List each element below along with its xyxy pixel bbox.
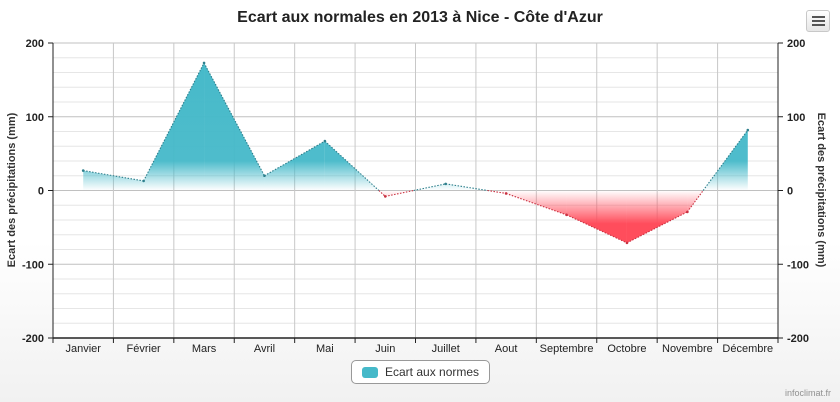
data-point [81,169,85,172]
series-line [324,140,380,191]
series-line [378,190,386,197]
data-point [323,139,327,143]
x-tick-label: Septembre [540,343,594,355]
data-point [625,241,629,245]
x-tick-label: Aout [495,343,518,355]
series-line [626,211,688,244]
negative-area [687,190,704,212]
y-tick-label-left: 200 [26,38,44,50]
data-point [202,61,206,65]
data-point [142,179,145,183]
x-tick-label: Juillet [432,343,460,355]
y-tick-label-right: 200 [787,38,805,50]
negative-area [487,190,507,194]
series-line [445,183,488,192]
y-tick-label-right: 100 [787,112,805,124]
data-point [263,174,266,178]
y-tick-label-right: -200 [787,333,809,345]
data-point [444,182,448,186]
data-point [504,192,508,195]
series-line [686,190,704,213]
data-point [686,210,689,214]
positive-area [445,183,488,191]
y-tick-label-left: 100 [26,112,44,124]
hamburger-menu-icon[interactable] [806,10,830,32]
data-point [383,195,387,198]
y-tick-label-left: -200 [22,333,44,345]
x-tick-label: Novembre [662,343,713,355]
negative-area [626,190,688,243]
data-point [746,128,750,132]
positive-area [143,62,205,191]
positive-area [83,170,144,191]
data-point [565,213,568,217]
x-tick-label: Février [127,343,162,355]
x-tick-label: Octobre [607,343,646,355]
negative-area [566,190,627,243]
positive-area [264,141,325,191]
x-tick-label: Mai [316,343,334,355]
series-line [566,214,628,244]
legend-swatch [362,366,378,378]
series-line [143,62,205,182]
y-tick-label-right: -100 [787,259,809,271]
positive-area [204,62,265,191]
positive-area [703,130,748,191]
x-tick-label: Janvier [65,343,101,355]
x-tick-label: Décembre [722,343,773,355]
y-tick-label-left: -100 [22,259,44,271]
y-axis-title-right: Ecart des précipitations (mm) [815,112,827,268]
series-line [264,140,326,177]
y-tick-label-right: 0 [787,186,793,198]
y-tick-label-left: 0 [38,186,44,198]
series-line [702,129,749,191]
legend[interactable]: Ecart aux normes [351,360,491,384]
y-axis-title-left: Ecart des précipitations (mm) [6,112,18,268]
series-line [83,170,144,182]
series-line [487,189,507,194]
x-tick-label: Avril [254,343,275,355]
legend-label: Ecart aux normes [385,365,480,379]
series-line [413,183,446,192]
series-line [203,62,265,177]
x-tick-label: Juin [375,343,395,355]
chart-title: Ecart aux normales en 2013 à Nice - Côte… [237,9,603,26]
negative-area [506,190,567,215]
credits-link[interactable]: infoclimat.fr [784,388,831,398]
x-tick-label: Mars [192,343,217,355]
series-line [385,189,414,197]
